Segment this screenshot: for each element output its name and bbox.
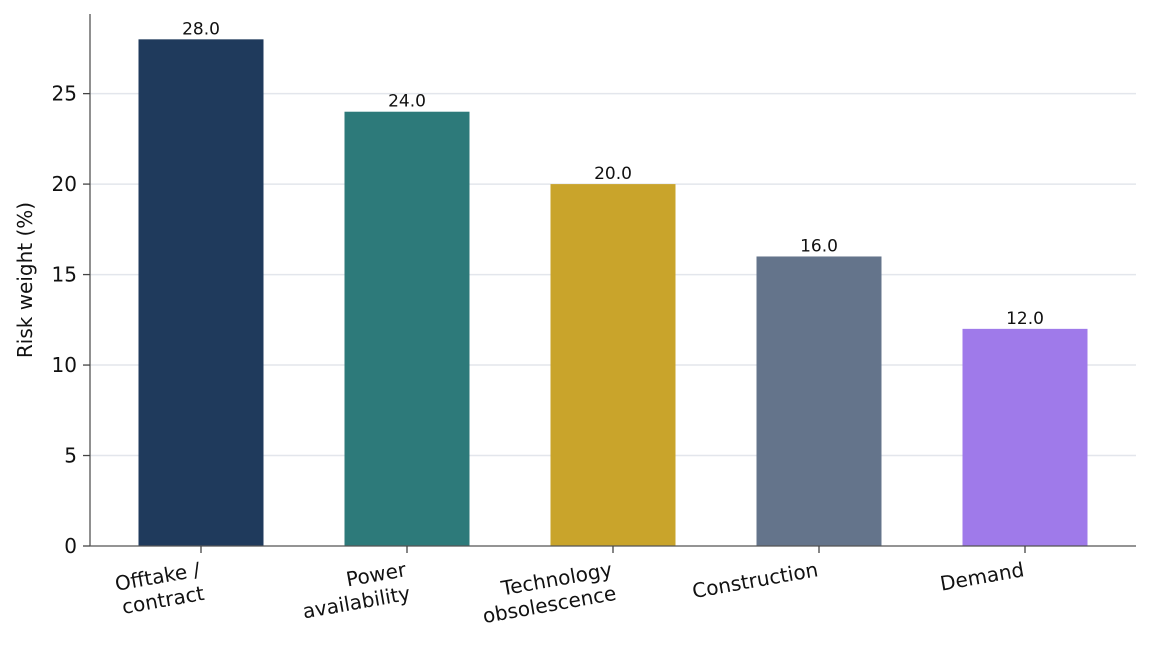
y-tick-label: 25	[52, 82, 77, 106]
bar	[756, 256, 882, 546]
x-tick-label: Construction	[690, 557, 820, 603]
x-tick-label-line: Demand	[938, 557, 1026, 595]
data-labels: 28.0 24.0 20.0 16.0 12.0	[182, 19, 1044, 329]
y-tick-label: 10	[52, 353, 77, 377]
y-tick-label: 0	[64, 534, 77, 558]
bar-value-label: 28.0	[182, 19, 220, 39]
bar-value-label: 16.0	[800, 236, 838, 256]
bar	[962, 328, 1088, 546]
bar	[138, 39, 264, 546]
x-tick-label-line: Construction	[690, 557, 820, 603]
bar-value-label: 24.0	[388, 92, 426, 112]
bar	[344, 111, 470, 546]
x-tick-label: Offtake /contract	[113, 557, 206, 619]
bars	[138, 39, 1088, 546]
y-tick-label: 20	[52, 172, 77, 196]
x-tick-label: Demand	[938, 557, 1026, 595]
y-ticks: 0 5 10 15 20 25	[52, 82, 90, 558]
bar-value-label: 12.0	[1006, 309, 1044, 329]
y-axis-title: Risk weight (%)	[13, 202, 37, 358]
bar	[550, 184, 676, 546]
y-tick-label: 15	[52, 263, 77, 287]
bar-value-label: 20.0	[594, 164, 632, 184]
y-tick-label: 5	[64, 444, 77, 468]
